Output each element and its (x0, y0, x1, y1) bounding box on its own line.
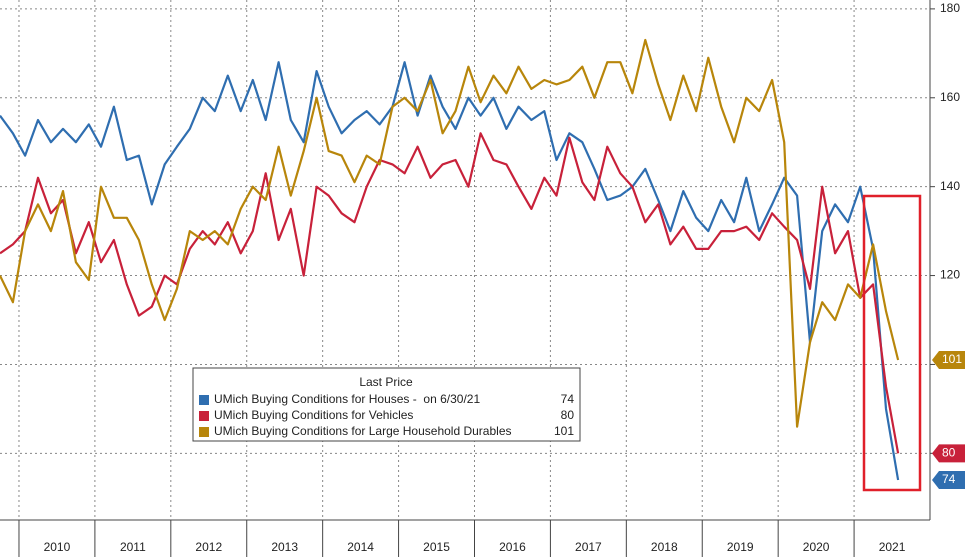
last-value-tag (932, 471, 965, 489)
x-tick-label: 2020 (803, 540, 830, 554)
last-value-tag (932, 444, 965, 463)
last-value-label: 74 (942, 472, 956, 486)
x-tick-label: 2017 (575, 540, 602, 554)
y-tick-label: 120 (940, 268, 960, 282)
legend-label: UMich Buying Conditions for Large Househ… (214, 424, 512, 438)
last-value-label: 80 (942, 446, 956, 460)
x-tick-label: 2019 (727, 540, 754, 554)
legend-swatch (199, 411, 209, 421)
legend: Last Price UMich Buying Conditions for H… (192, 367, 581, 442)
x-tick-label: 2018 (651, 540, 678, 554)
x-tick-label: 2016 (499, 540, 526, 554)
legend-label: UMich Buying Conditions for Vehicles (214, 408, 413, 422)
y-tick-label: 160 (940, 90, 960, 104)
series-line (0, 38, 900, 428)
legend-title: Last Price (359, 375, 413, 389)
legend-swatch (199, 427, 209, 437)
legend-value: 101 (554, 424, 574, 438)
x-tick-label: 2012 (195, 540, 222, 554)
y-tick-label: 140 (940, 179, 960, 193)
last-value-tag (932, 351, 965, 369)
x-tick-label: 2010 (44, 540, 71, 554)
legend-label: UMich Buying Conditions for Houses - on … (214, 392, 480, 406)
legend-box (192, 367, 581, 442)
series-line (0, 61, 900, 481)
last-value-label: 101 (942, 352, 962, 366)
y-tick-label: 180 (940, 1, 960, 15)
x-tick-label: 2021 (879, 540, 906, 554)
x-tick-label: 2013 (271, 540, 298, 554)
legend-swatch (199, 395, 209, 405)
series-line (0, 132, 900, 454)
highlight-box (862, 194, 922, 492)
legend-value: 74 (561, 392, 575, 406)
legend-value: 80 (561, 408, 575, 422)
x-tick-label: 2015 (423, 540, 450, 554)
x-tick-label: 2011 (120, 540, 146, 554)
x-tick-label: 2014 (347, 540, 374, 554)
